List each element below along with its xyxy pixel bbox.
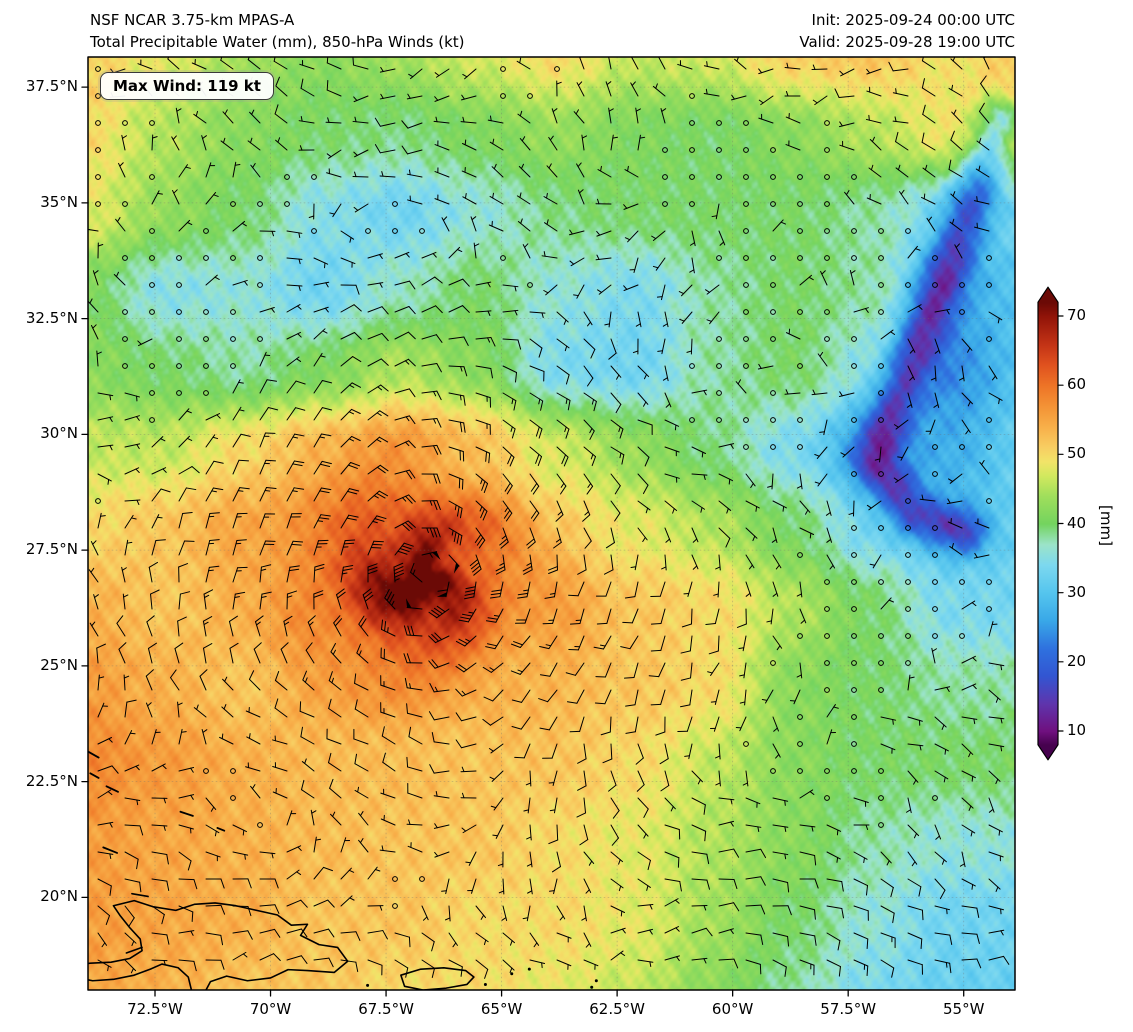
x-axis-tick-label: 57.5°W <box>820 1000 877 1018</box>
y-axis-tick-label: 25°N <box>40 655 78 674</box>
colorbar-tick-label: 30 <box>1067 582 1087 601</box>
y-axis-tick-label: 32.5°N <box>25 308 78 327</box>
y-axis-tick-label: 20°N <box>40 887 78 906</box>
model-title: NSF NCAR 3.75-km MPAS-A <box>90 11 295 29</box>
x-axis-tick-label: 55°W <box>942 1000 985 1018</box>
max-wind-badge: Max Wind: 119 kt <box>100 72 274 100</box>
colorbar-tick-label: 70 <box>1067 306 1087 324</box>
x-axis-tick-label: 62.5°W <box>589 1000 645 1018</box>
init-time-label: Init: 2025-09-24 00:00 UTC <box>811 11 1015 29</box>
colorbar-tick-label: 50 <box>1067 444 1087 463</box>
y-axis-tick-label: 22.5°N <box>25 771 78 790</box>
colorbar-unit-label: [mm] <box>1097 505 1115 546</box>
colorbar-tick-label: 40 <box>1067 513 1087 532</box>
x-axis-tick-label: 67.5°W <box>358 1000 414 1018</box>
colorbar-tick-label: 20 <box>1067 651 1087 670</box>
y-axis-tick-label: 37.5°N <box>25 77 78 96</box>
field-title: Total Precipitable Water (mm), 850-hPa W… <box>90 33 465 51</box>
y-axis-tick-label: 35°N <box>40 192 78 211</box>
y-axis-tick-label: 30°N <box>40 424 78 443</box>
x-axis-tick-label: 60°W <box>711 1000 754 1018</box>
x-axis-tick-label: 70°W <box>249 1000 292 1018</box>
y-axis-tick-label: 27.5°N <box>25 540 78 559</box>
colorbar-tick-label: 60 <box>1067 375 1087 394</box>
x-axis-tick-label: 72.5°W <box>127 1000 183 1018</box>
colorbar-tick-label: 10 <box>1067 721 1087 739</box>
x-axis-tick-label: 65°W <box>480 1000 523 1018</box>
valid-time-label: Valid: 2025-09-28 19:00 UTC <box>799 33 1015 51</box>
